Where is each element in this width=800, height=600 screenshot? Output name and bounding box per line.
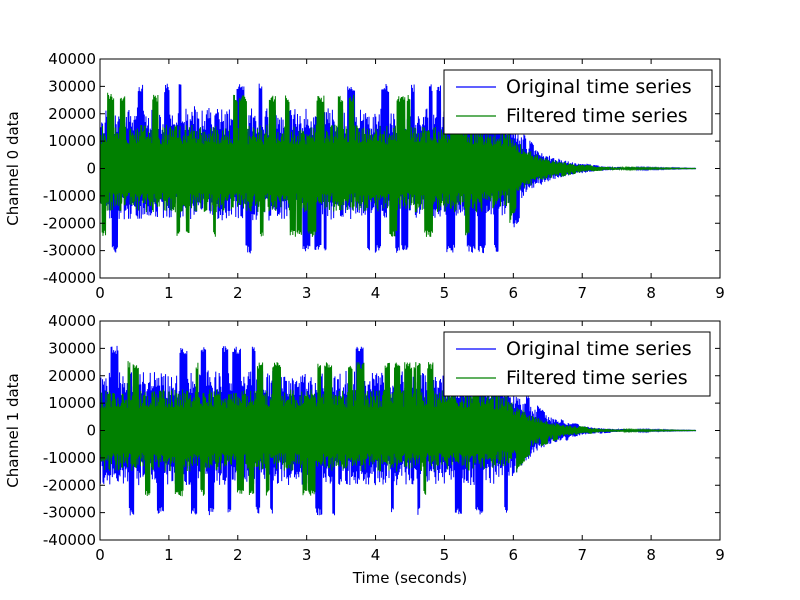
y-tick-label: -10000 <box>43 449 96 467</box>
y-tick-label: 0 <box>86 160 96 178</box>
x-axis-label: Time (seconds) <box>352 569 468 587</box>
legend: Original time series Filtered time serie… <box>443 331 711 397</box>
x-tick-label: 3 <box>302 284 312 302</box>
ticks-layer: 0 1 2 3 4 5 6 7 8 9 -40000 -30000 -20000 -10000 0 10000… <box>43 312 725 564</box>
series-line-filtered <box>99 361 697 497</box>
y-tick-label: 30000 <box>48 339 96 357</box>
legend-label-filtered: Filtered time series <box>506 367 688 389</box>
chart-panel-channel-0: 0 1 2 3 4 5 6 7 8 9 -40000 -30000 -20000 -10000 0 10000… <box>4 50 725 302</box>
x-tick-label: 6 <box>509 546 519 564</box>
series-line-filtered <box>99 92 697 237</box>
x-tick-label: 5 <box>440 284 450 302</box>
x-tick-label: 9 <box>715 546 725 564</box>
x-tick-label: 4 <box>371 546 381 564</box>
x-tick-label: 1 <box>164 546 174 564</box>
y-tick-label: -40000 <box>43 269 96 287</box>
x-tick-label: 0 <box>95 546 105 564</box>
series-layer <box>99 83 697 254</box>
y-axis-label: Channel 1 data <box>4 373 22 487</box>
y-tick-label: -40000 <box>43 531 96 549</box>
y-tick-label: 10000 <box>48 394 96 412</box>
y-tick-label: -30000 <box>43 504 96 522</box>
legend-label-original: Original time series <box>506 338 692 360</box>
x-tick-label: 7 <box>577 546 587 564</box>
legend: Original time series Filtered time serie… <box>443 69 713 135</box>
legend-label-original: Original time series <box>506 76 692 98</box>
y-tick-label: -20000 <box>43 214 96 232</box>
chart-panel-channel-1: 0 1 2 3 4 5 6 7 8 9 -40000 -30000 -20000 -10000 0 10000… <box>4 312 725 587</box>
y-tick-label: 40000 <box>48 312 96 330</box>
y-tick-label: 20000 <box>48 105 96 123</box>
y-tick-label: 30000 <box>48 77 96 95</box>
x-tick-label: 2 <box>233 546 243 564</box>
series-layer <box>99 345 697 516</box>
y-tick-label: 10000 <box>48 132 96 150</box>
y-tick-label: -20000 <box>43 476 96 494</box>
x-tick-label: 8 <box>646 284 656 302</box>
ticks-layer: 0 1 2 3 4 5 6 7 8 9 -40000 -30000 -20000 -10000 0 10000… <box>43 50 725 302</box>
x-tick-label: 3 <box>302 546 312 564</box>
x-tick-label: 8 <box>646 546 656 564</box>
legend-box <box>443 69 713 135</box>
y-tick-label: 20000 <box>48 367 96 385</box>
legend-box <box>443 331 711 397</box>
x-tick-label: 5 <box>440 546 450 564</box>
x-tick-label: 6 <box>509 284 519 302</box>
y-axis-label: Channel 0 data <box>4 111 22 225</box>
x-tick-label: 0 <box>95 284 105 302</box>
x-tick-label: 7 <box>577 284 587 302</box>
y-tick-label: -30000 <box>43 242 96 260</box>
x-tick-label: 1 <box>164 284 174 302</box>
y-tick-label: 0 <box>86 422 96 440</box>
y-tick-label: 40000 <box>48 50 96 68</box>
x-tick-label: 4 <box>371 284 381 302</box>
y-tick-label: -10000 <box>43 187 96 205</box>
x-tick-label: 9 <box>715 284 725 302</box>
x-tick-label: 2 <box>233 284 243 302</box>
legend-label-filtered: Filtered time series <box>506 105 688 127</box>
